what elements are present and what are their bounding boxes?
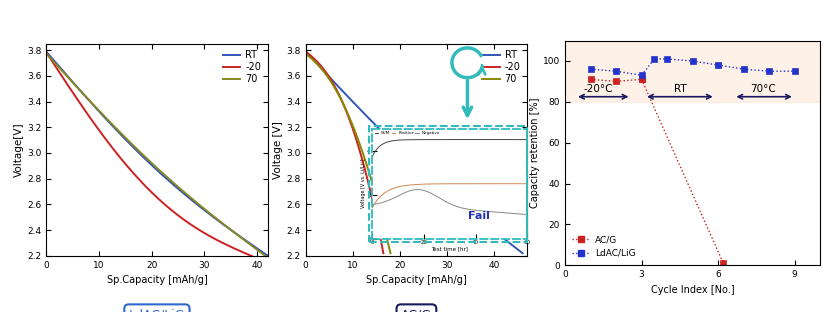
70 — [226, 228, 236, 232]
RT — [300, 50, 310, 53]
RT — [42, 50, 52, 54]
RT — [172, 186, 182, 190]
Legend: AC/G, LdAC/LiG: AC/G, LdAC/LiG — [568, 233, 637, 261]
Line: RT: RT — [46, 51, 268, 256]
-20 — [365, 193, 375, 197]
Bar — [564, 41, 819, 102]
Text: LdAC/LiG: LdAC/LiG — [129, 309, 185, 312]
X-axis label: Cycle Index [No.]: Cycle Index [No.] — [650, 285, 733, 295]
70 — [350, 132, 360, 135]
-20 — [170, 211, 180, 215]
RT — [497, 236, 507, 239]
-20 — [346, 124, 356, 127]
RT — [173, 187, 183, 191]
70 — [171, 184, 181, 188]
-20 — [219, 242, 229, 246]
-20 — [166, 208, 176, 212]
70 — [260, 254, 270, 258]
70 — [300, 52, 310, 56]
RT — [263, 254, 273, 258]
Y-axis label: Voltage [V]: Voltage [V] — [273, 121, 283, 179]
Legend: RT, -20, 70: RT, -20, 70 — [221, 49, 263, 86]
Text: RT: RT — [673, 84, 686, 94]
-20 — [300, 50, 310, 53]
Text: 70°C: 70°C — [749, 84, 775, 94]
70 — [350, 132, 360, 136]
-20 — [370, 215, 380, 219]
RT — [176, 190, 186, 194]
RT — [429, 179, 439, 183]
Text: -20°C: -20°C — [583, 84, 612, 94]
70 — [377, 219, 387, 222]
X-axis label: Sp.Capacity [mAh/g]: Sp.Capacity [mAh/g] — [365, 275, 466, 285]
70 — [239, 239, 249, 242]
Line: 70: 70 — [46, 53, 265, 256]
70 — [300, 52, 310, 56]
-20 — [41, 50, 51, 54]
X-axis label: Sp.Capacity [mAh/g]: Sp.Capacity [mAh/g] — [106, 275, 207, 285]
-20 — [346, 124, 356, 128]
-20 — [348, 128, 358, 132]
70 — [385, 251, 395, 255]
RT — [242, 240, 252, 243]
-20 — [42, 51, 52, 55]
Line: 70: 70 — [305, 54, 390, 253]
-20 — [252, 256, 262, 260]
Y-axis label: Voltage[V]: Voltage[V] — [14, 122, 24, 177]
-20 — [166, 208, 176, 212]
RT — [227, 230, 237, 233]
RT — [301, 50, 311, 54]
Text: AC/G: AC/G — [400, 309, 431, 312]
RT — [433, 183, 443, 186]
70 — [175, 187, 185, 191]
70 — [42, 52, 52, 56]
Y-axis label: Capacity retention [%]: Capacity retention [%] — [529, 98, 539, 208]
-20 — [378, 251, 388, 255]
RT — [517, 251, 527, 255]
RT — [483, 224, 493, 228]
70 — [352, 136, 362, 140]
Line: -20: -20 — [305, 51, 383, 253]
RT — [429, 179, 439, 183]
RT — [41, 50, 51, 53]
70 — [41, 51, 51, 55]
70 — [372, 198, 382, 202]
Legend: RT, -20, 70: RT, -20, 70 — [480, 49, 522, 86]
Line: RT: RT — [305, 51, 522, 253]
70 — [171, 183, 181, 187]
-20 — [300, 50, 310, 53]
-20 — [232, 248, 242, 252]
Line: -20: -20 — [46, 52, 257, 258]
